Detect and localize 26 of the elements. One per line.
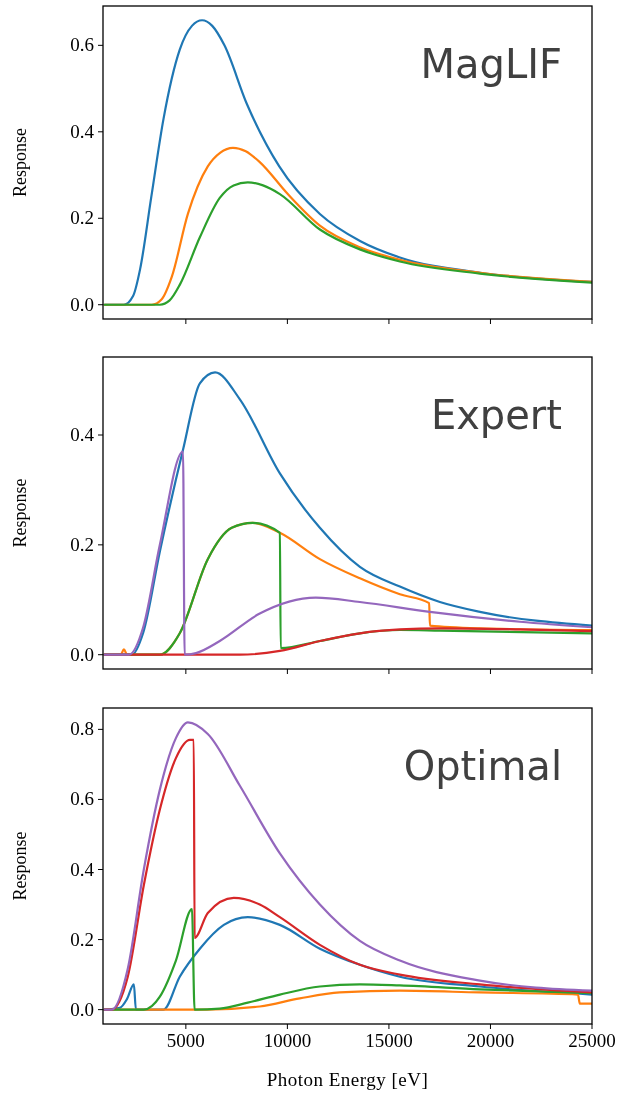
line-series <box>103 181 592 306</box>
y-tick-label: 0.0 <box>70 643 94 665</box>
x-axis-title: Photon Energy [eV] <box>266 1069 429 1090</box>
y-tick-label: 0.2 <box>70 533 94 555</box>
y-tick-label: 0.6 <box>70 34 94 56</box>
x-tick-label: 10000 <box>263 1030 312 1051</box>
y-axis-title: Response <box>10 478 30 548</box>
text: Expert <box>430 392 562 438</box>
y-tick-label: 0.6 <box>70 788 94 810</box>
x-tick-label: 25000 <box>568 1030 616 1051</box>
y-axis-title: Response <box>10 831 30 901</box>
y-tick-label: 0.4 <box>70 120 95 142</box>
x-tick-label: 15000 <box>365 1030 413 1051</box>
text: MagLIF <box>420 41 562 87</box>
line-series <box>103 450 592 656</box>
y-tick-label: 0.4 <box>70 858 95 880</box>
y-tick-label: 0.8 <box>70 718 94 740</box>
x-tick-label: 5000 <box>166 1030 205 1051</box>
y-axis-title: Response <box>10 128 30 197</box>
x-tick-label: 20000 <box>466 1030 515 1051</box>
y-tick-label: 0.2 <box>70 928 94 950</box>
y-tick-label: 0.0 <box>70 998 94 1020</box>
y-tick-label: 0.4 <box>70 424 95 445</box>
y-tick-label: 0.0 <box>70 293 94 315</box>
y-tick-label: 0.2 <box>70 207 94 229</box>
text: Optimal <box>403 743 562 789</box>
